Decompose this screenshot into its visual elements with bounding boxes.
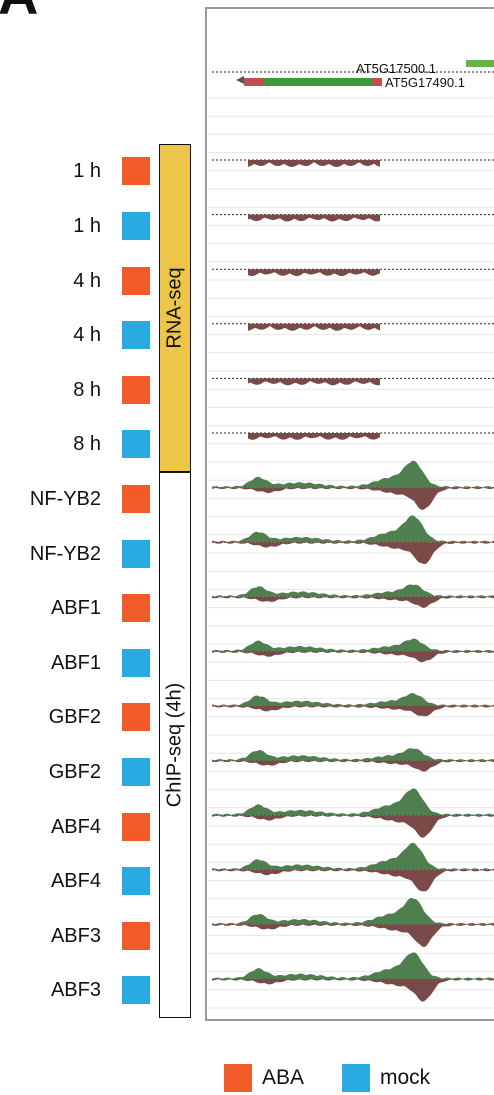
- assay-bracket: ChIP-seq (4h): [159, 471, 191, 1018]
- track-label: 4 h: [73, 269, 101, 292]
- reverse-signal: [248, 160, 380, 167]
- condition-swatch-mock: [122, 976, 150, 1005]
- legend-label: ABA: [262, 1066, 305, 1089]
- coverage-track: [212, 842, 494, 892]
- coverage-track: [212, 748, 494, 772]
- track-label: 8 h: [73, 433, 101, 456]
- legend-swatch-mock: [342, 1064, 370, 1092]
- legend-swatch-aba: [224, 1064, 252, 1092]
- forward-signal: [212, 515, 494, 543]
- coverage-track: [212, 638, 494, 663]
- reverse-signal: [212, 596, 494, 608]
- coverage-track: [212, 788, 494, 838]
- coverage-track: [212, 460, 494, 510]
- track-label: ABF4: [50, 815, 101, 838]
- coverage-track: [212, 515, 494, 565]
- forward-signal: [212, 584, 494, 597]
- reverse-signal: [212, 542, 494, 565]
- legend-label: mock: [380, 1066, 431, 1089]
- reverse-signal: [248, 323, 380, 331]
- coverage-track: [212, 268, 494, 277]
- assay-bracket: RNA-seq: [159, 144, 191, 472]
- panel-border: [205, 7, 494, 1021]
- track-label: 1 h: [73, 214, 101, 237]
- condition-swatch-aba: [122, 812, 150, 841]
- condition-swatch-aba: [122, 921, 150, 950]
- track-label: ABF3: [50, 979, 101, 1002]
- exon-main: [264, 78, 372, 86]
- reverse-signal: [248, 269, 380, 277]
- track-label: NF-YB2: [29, 487, 101, 510]
- track-label: ABF4: [50, 870, 101, 893]
- coverage-track: [212, 693, 494, 717]
- reverse-signal: [212, 815, 494, 838]
- forward-signal: [212, 748, 494, 761]
- reverse-signal: [248, 378, 380, 386]
- reverse-signal: [212, 487, 494, 510]
- track-label: NF-YB2: [29, 542, 101, 565]
- forward-signal: [212, 460, 494, 488]
- forward-signal: [212, 842, 494, 870]
- track-label: ABF1: [50, 597, 101, 620]
- coverage-track: [212, 159, 494, 167]
- condition-swatch-mock: [122, 867, 150, 896]
- reverse-signal: [212, 651, 494, 663]
- forward-signal: [212, 693, 494, 706]
- panel-letter: A: [0, 0, 38, 27]
- gene2-label: AT5G17490.1: [385, 75, 465, 90]
- coverage-track: [212, 584, 494, 608]
- track-label: GBF2: [48, 706, 101, 729]
- track-label: 1 h: [73, 160, 101, 183]
- coverage-track: [212, 897, 494, 948]
- condition-swatch-aba: [122, 484, 150, 513]
- condition-swatch-mock: [122, 539, 150, 568]
- condition-swatch-aba: [122, 594, 150, 623]
- track-label: GBF2: [48, 760, 101, 783]
- condition-swatch-aba: [122, 266, 150, 295]
- exon-gene1: [466, 60, 494, 67]
- track-label: ABF3: [50, 924, 101, 947]
- coverage-track: [212, 377, 494, 386]
- coverage-track: [212, 214, 494, 222]
- forward-signal: [212, 897, 494, 925]
- condition-swatch-mock: [122, 211, 150, 240]
- condition-swatch-mock: [122, 430, 150, 459]
- condition-swatch-mock: [122, 648, 150, 677]
- condition-swatch-mock: [122, 321, 150, 350]
- coverage-track: [212, 323, 494, 331]
- coverage-tracks: [212, 159, 494, 1002]
- reverse-signal: [212, 869, 494, 892]
- track-label: ABF1: [50, 651, 101, 674]
- forward-signal: [212, 788, 494, 816]
- reverse-signal: [212, 760, 494, 772]
- utr-left: [244, 78, 264, 86]
- utr-right: [372, 78, 382, 86]
- reverse-signal: [248, 433, 380, 440]
- reverse-signal: [212, 924, 494, 948]
- gene1-label: AT5G17500.1: [356, 61, 436, 76]
- condition-swatch-aba: [122, 157, 150, 186]
- track-label: 4 h: [73, 324, 101, 347]
- coverage-track: [212, 952, 494, 1002]
- condition-swatch-aba: [122, 703, 150, 732]
- strand-arrow-icon: [236, 76, 244, 84]
- condition-swatch-aba: [122, 375, 150, 404]
- reverse-signal: [248, 214, 380, 222]
- forward-signal: [212, 952, 494, 979]
- coverage-track: [212, 432, 494, 440]
- condition-swatch-mock: [122, 757, 150, 786]
- reverse-signal: [212, 706, 494, 717]
- track-label: 8 h: [73, 378, 101, 401]
- gene-model: AT5G17500.1 AT5G17490.1: [212, 60, 494, 90]
- reverse-signal: [212, 979, 494, 1002]
- forward-signal: [212, 638, 494, 652]
